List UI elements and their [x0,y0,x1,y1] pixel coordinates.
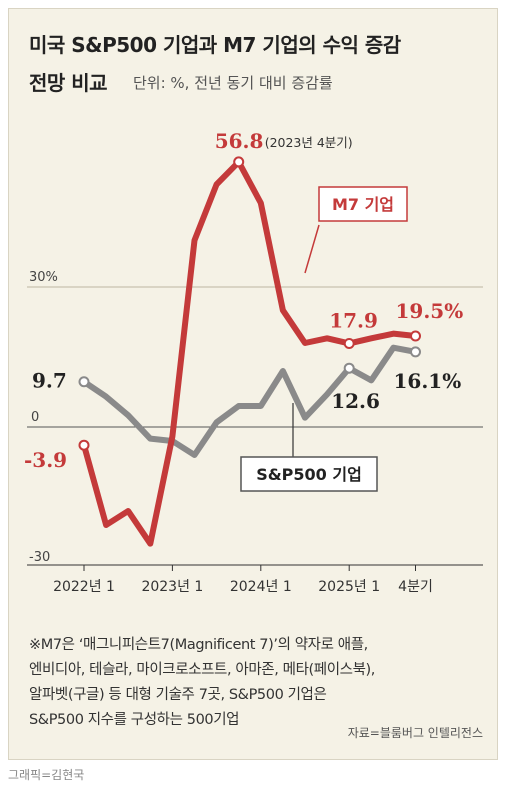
chart-title: 미국 S&P500 기업과 M7 기업의 수익 증감 [29,33,401,57]
series-label-box-sp500 [240,456,378,492]
data-point-m7 [78,439,90,451]
y-tick-label: 30% [29,270,58,285]
x-tick-label: 2023년 1 [141,579,203,595]
x-tick-label: 2022년 1 [53,579,115,595]
data-label-m7: 56.8 [215,129,264,153]
footnote-line: 엔비디아, 테슬라, 마이크로소프트, 아마존, 메타(페이스북), [29,662,376,678]
series-label-sp500: S&P500 기업 [256,465,362,484]
data-point-sp500 [78,376,90,388]
data-label-m7: 19.5% [396,299,464,323]
source-note: 자료=블룸버그 인텔리전스 [347,726,483,740]
data-label-m7: -3.9 [24,448,67,472]
data-point-sp500 [410,346,421,358]
data-label-sp500: 9.7 [32,369,67,393]
footnote-line: ※M7은 ‘매그니피슨트7(Magnificent 7)’의 약자로 애플, [29,637,368,653]
data-label-sp500: 16.1% [394,369,462,393]
footnote-line: 알파벳(구글) 등 대형 기술주 7곳, S&P500 기업은 [29,687,327,703]
y-tick-label: -30 [29,550,50,565]
y-tick-label: 0 [31,410,39,425]
data-point-sp500 [343,362,355,374]
footnote: ※M7은 ‘매그니피슨트7(Magnificent 7)’의 약자로 애플, 엔… [29,633,489,733]
x-tick-label: 4분기 [398,579,433,595]
x-tick-label: 2025년 1 [318,579,380,595]
data-label-sp500: 12.6 [331,389,380,413]
series-label-box-m7 [318,186,408,222]
graphic-credit: 그래픽=김현국 [8,768,85,782]
chart-card: 미국 S&P500 기업과 M7 기업의 수익 증감 전망 비교 단위: %, … [8,8,498,760]
x-tick-label: 2024년 1 [230,579,292,595]
data-point-m7 [410,330,421,342]
footnote-line: S&P500 지수를 구성하는 500기업 [29,712,240,728]
data-label-m7: 17.9 [329,308,378,332]
chart-title-line2: 전망 비교 [29,71,108,95]
unit-note: 단위: %, 전년 동기 대비 증감률 [133,74,333,92]
series-line-sp500 [81,344,419,458]
data-label-annotation: (2023년 4분기) [265,135,353,150]
leader-line-m7 [304,224,320,274]
data-point-m7 [233,156,245,168]
series-line-m7 [81,158,419,547]
data-point-m7 [343,337,355,349]
series-label-m7: M7 기업 [332,195,394,214]
